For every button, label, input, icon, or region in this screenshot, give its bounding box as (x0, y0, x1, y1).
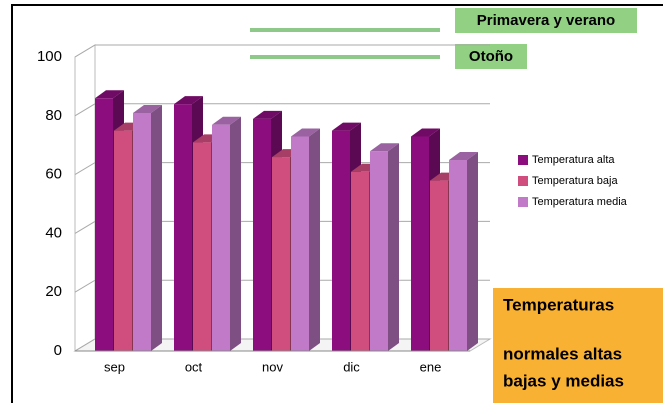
bar (411, 136, 429, 351)
bar (430, 180, 448, 351)
bar-top (449, 152, 478, 161)
bar (332, 130, 350, 351)
legend-label: Temperatura media (532, 196, 628, 208)
annotation: Otoño (469, 48, 513, 65)
legend-swatch (518, 155, 528, 165)
bar-side (467, 152, 478, 351)
note-box (493, 288, 663, 403)
bar (449, 160, 467, 351)
bar-top (174, 96, 203, 105)
y-tick-label: 40 (45, 224, 62, 241)
back-wall (74, 44, 96, 352)
bar-side (309, 128, 320, 351)
note-line: Temperaturas (503, 295, 614, 314)
bar-top (332, 122, 361, 131)
bar (174, 104, 192, 351)
bar-side (388, 143, 399, 351)
bar-top (212, 116, 241, 125)
plot: 0 20 40 60 80 100 sep oct nov dic ene (37, 44, 492, 374)
x-tick-label: ene (420, 359, 442, 374)
x-tick-label: nov (262, 359, 283, 374)
legend-label: Temperatura alta (532, 154, 615, 166)
annotation-box (455, 44, 527, 69)
bar (291, 136, 309, 351)
bar-top (133, 104, 162, 113)
bar-side (230, 116, 241, 352)
x-tick-label: dic (343, 359, 360, 374)
y-tick-label: 0 (54, 342, 62, 359)
y-tick-label: 80 (45, 107, 62, 124)
note-line: bajas y medias (503, 371, 624, 390)
note-line: normales altas (503, 344, 622, 363)
bar (212, 124, 230, 352)
x-tick-label: sep (104, 359, 125, 374)
y-tick-label: 60 (45, 166, 62, 183)
y-tick-label: 100 (37, 48, 62, 65)
bar-top (411, 128, 440, 137)
legend-label: Temperatura baja (532, 175, 618, 187)
bar (253, 118, 271, 351)
bar (114, 130, 132, 351)
bar-top (95, 90, 124, 99)
bar (193, 142, 211, 351)
bar (95, 98, 113, 351)
bar-top (370, 143, 399, 152)
frame (11, 4, 663, 403)
legend-swatch (518, 197, 528, 207)
bar (133, 112, 151, 351)
bar-top (291, 128, 320, 137)
bar (370, 151, 388, 351)
y-tick-label: 20 (45, 283, 62, 300)
bar (351, 171, 369, 351)
bar (272, 157, 290, 351)
grid-line (74, 44, 490, 58)
legend-swatch (518, 176, 528, 186)
x-tick-label: oct (185, 359, 203, 374)
bar-side (151, 104, 162, 351)
annotation-box (455, 8, 637, 33)
annotation: Primavera y verano (477, 12, 615, 29)
bar-top (253, 110, 282, 119)
